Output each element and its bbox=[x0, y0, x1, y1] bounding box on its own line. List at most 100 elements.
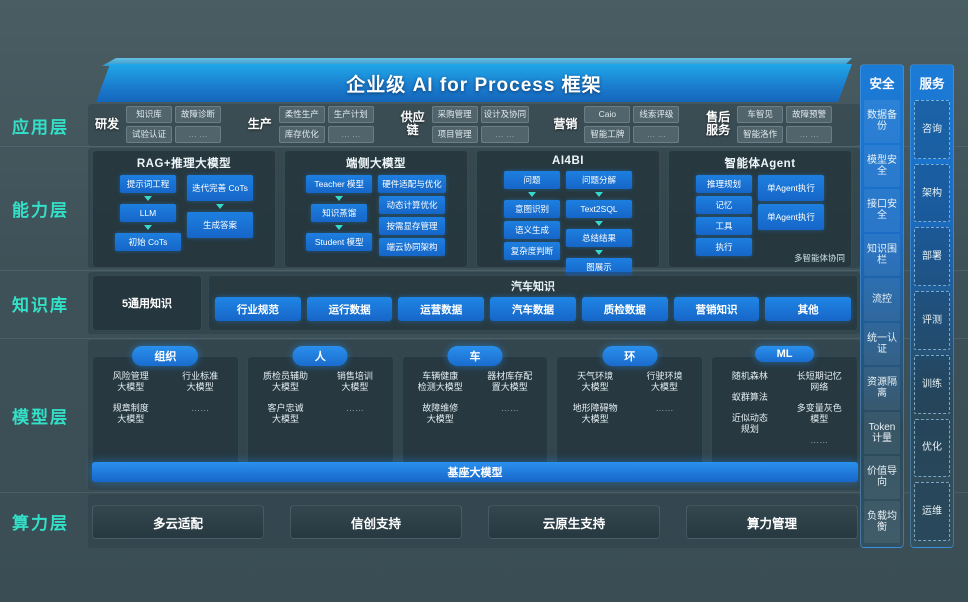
application-tile[interactable]: 智能洛作 bbox=[737, 125, 784, 143]
capability-column-right[interactable]: 硬件适配与优化 动态计算优化 按需显存管理 端云协同架构 bbox=[378, 175, 446, 256]
arrow-down-icon[interactable] bbox=[595, 221, 603, 226]
application-group[interactable]: 生产 柔性生产 库存优化 生产计划 … … bbox=[245, 105, 394, 143]
capability-node[interactable]: 记忆 bbox=[696, 196, 752, 214]
model-item[interactable]: 客户忠诚 大模型 bbox=[267, 403, 304, 424]
arrow-down-icon[interactable] bbox=[595, 250, 603, 255]
knowledge-chip[interactable]: 运行数据 bbox=[306, 297, 393, 321]
service-rail-item[interactable]: 运维 bbox=[914, 482, 950, 542]
application-tile[interactable]: 库存优化 bbox=[278, 125, 325, 143]
capability-node[interactable]: Student 模型 bbox=[306, 233, 373, 251]
service-rail-item[interactable]: 部署 bbox=[914, 227, 950, 287]
model-card-column[interactable]: 行业标准 大模型 …… bbox=[168, 371, 231, 461]
application-tile[interactable]: 柔性生产 bbox=[278, 105, 325, 123]
application-tile-column[interactable]: 采购管理 项目管理 bbox=[431, 105, 478, 143]
capability-node[interactable]: Text2SQL bbox=[566, 200, 632, 218]
security-rail-item[interactable]: 接口安全 bbox=[864, 189, 900, 232]
capability-node[interactable]: 初始 CoTs bbox=[115, 233, 181, 251]
application-group-title[interactable]: 营销 bbox=[553, 116, 578, 131]
capability-card[interactable]: AI4BI 问题 意图识别 语义生成 复杂度判断 问题分解 Text2SQL 总结结果 图展示 bbox=[476, 150, 660, 276]
capability-card-title[interactable]: 端侧大模型 bbox=[346, 158, 406, 170]
knowledge-chip[interactable]: 运营数据 bbox=[398, 297, 485, 321]
capability-column-left[interactable]: Teacher 模型 知识蒸馏 Student 模型 bbox=[306, 175, 373, 256]
service-rail-item[interactable]: 优化 bbox=[914, 418, 950, 478]
application-group[interactable]: 研发 知识库 试验认证 故障诊断 … … bbox=[92, 105, 241, 143]
capability-node[interactable]: 语义生成 bbox=[504, 221, 560, 239]
application-group-title[interactable]: 售后服务 bbox=[706, 110, 731, 137]
model-item[interactable]: …… bbox=[191, 403, 210, 413]
security-rail-item[interactable]: 流控 bbox=[864, 278, 900, 321]
model-card-column[interactable]: 质检员辅助 大模型 客户忠诚 大模型 bbox=[254, 371, 317, 461]
model-card-pill[interactable]: 人 bbox=[292, 346, 348, 366]
application-tile-column[interactable]: 车智见 智能洛作 bbox=[737, 105, 784, 143]
capability-card[interactable]: RAG+推理大模型 提示词工程 LLM 初始 CoTs 迭代完善 CoTs 生成答案 bbox=[92, 150, 276, 268]
application-group[interactable]: 售后服务 车智见 智能洛作 故障预警 … … bbox=[703, 105, 852, 143]
capability-node[interactable]: 单Agent执行 bbox=[758, 175, 824, 201]
model-card-column[interactable]: 长短期记忆 网络 多变量灰色 模型 …… bbox=[788, 371, 851, 461]
model-card-pill[interactable]: 环 bbox=[602, 346, 658, 366]
application-tiles[interactable]: 柔性生产库存优化 生产计划 … … bbox=[278, 105, 374, 143]
model-card-column[interactable]: 车辆健康 检测大模型 故障维修 大模型 bbox=[409, 371, 472, 461]
capability-node[interactable]: 动态计算优化 bbox=[378, 196, 445, 214]
application-group[interactable]: 营销 Caio 智能工牌 线索评级 … … bbox=[550, 105, 699, 143]
application-tile[interactable]: 线索评级 bbox=[633, 105, 680, 123]
capability-node[interactable]: 推理规划 bbox=[696, 175, 752, 193]
model-card-pill[interactable]: ML bbox=[754, 346, 815, 362]
capability-node[interactable]: 工具 bbox=[696, 217, 752, 235]
model-item[interactable]: 质检员辅助 大模型 bbox=[262, 371, 308, 392]
model-item[interactable]: 近似动态 规划 bbox=[731, 413, 768, 434]
model-card-pill[interactable]: 组织 bbox=[132, 346, 199, 366]
model-item[interactable]: 器材库存配 置大模型 bbox=[487, 371, 533, 392]
application-tile[interactable]: … … bbox=[327, 125, 374, 143]
capability-node[interactable]: 执行 bbox=[696, 238, 752, 256]
application-tile-column[interactable]: 知识库 试验认证 bbox=[126, 105, 172, 143]
security-rail-item[interactable]: 价值导向 bbox=[864, 456, 900, 499]
arrow-down-icon[interactable] bbox=[144, 196, 152, 201]
application-tile[interactable]: 项目管理 bbox=[431, 125, 478, 143]
application-tile[interactable]: 生产计划 bbox=[327, 105, 374, 123]
security-rail-item[interactable]: 资源隔离 bbox=[864, 367, 900, 410]
capability-node[interactable]: Teacher 模型 bbox=[306, 175, 373, 193]
model-item[interactable]: …… bbox=[345, 403, 364, 413]
capability-card[interactable]: 端侧大模型 Teacher 模型 知识蒸馏 Student 模型 硬件适配与优化 动态计算… bbox=[284, 150, 468, 268]
model-item[interactable]: 天气环境 大模型 bbox=[577, 371, 614, 392]
model-card-column[interactable]: 天气环境 大模型 地形障碍物 大模型 bbox=[563, 371, 626, 461]
application-tile[interactable]: 故障预警 bbox=[786, 105, 833, 123]
application-tile-column[interactable]: 线索评级 … … bbox=[633, 105, 680, 143]
application-tile[interactable]: Caio bbox=[584, 105, 631, 123]
security-rail-item[interactable]: 统一认证 bbox=[864, 322, 900, 365]
model-card[interactable]: 人质检员辅助 大模型 客户忠诚 大模型 销售培训 大模型…… bbox=[246, 346, 394, 468]
capability-node[interactable]: 总结结果 bbox=[566, 229, 632, 247]
model-card-column[interactable]: 风险管理 大模型 规章制度 大模型 bbox=[99, 371, 162, 461]
model-card-column[interactable]: 随机森林 蚁群算法 近似动态 规划 bbox=[718, 371, 781, 461]
capability-node[interactable]: 单Agent执行 bbox=[758, 204, 824, 230]
compute-button[interactable]: 云原生支持 bbox=[488, 505, 660, 539]
application-tile[interactable]: 知识库 bbox=[126, 105, 172, 123]
capability-card-body[interactable]: 推理规划 记忆 工具 执行 单Agent执行 单Agent执行 bbox=[673, 175, 847, 256]
application-tile[interactable]: … … bbox=[480, 125, 530, 143]
application-tiles[interactable]: Caio 智能工牌 线索评级 … … bbox=[584, 105, 680, 143]
capability-card-title[interactable]: RAG+推理大模型 bbox=[136, 158, 232, 170]
capability-node[interactable]: LLM bbox=[120, 204, 176, 222]
application-tile[interactable]: 故障诊断 bbox=[175, 105, 221, 123]
model-card-column[interactable]: 行驶环境 大模型 …… bbox=[633, 371, 696, 461]
application-group[interactable]: 供应链 采购管理 项目管理 设计及协同 … … bbox=[398, 105, 547, 143]
capability-node[interactable]: 生成答案 bbox=[187, 212, 253, 238]
capability-node[interactable]: 问题 bbox=[504, 171, 560, 189]
capability-node[interactable]: 问题分解 bbox=[566, 171, 632, 189]
capability-column-right[interactable]: 迭代完善 CoTs 生成答案 bbox=[187, 175, 253, 251]
model-item[interactable]: 蚁群算法 bbox=[731, 392, 768, 402]
capability-node[interactable]: 复杂度判断 bbox=[504, 242, 560, 260]
service-rail-item[interactable]: 架构 bbox=[914, 163, 950, 223]
model-item[interactable]: 故障维修 大模型 bbox=[422, 403, 459, 424]
arrow-down-icon[interactable] bbox=[216, 204, 224, 209]
application-tile[interactable]: 采购管理 bbox=[431, 105, 478, 123]
arrow-down-icon[interactable] bbox=[144, 225, 152, 230]
model-item[interactable]: 多变量灰色 模型 bbox=[796, 403, 842, 424]
capability-node[interactable]: 知识蒸馏 bbox=[311, 204, 368, 222]
application-tile[interactable]: 车智见 bbox=[737, 105, 784, 123]
capability-node[interactable]: 硬件适配与优化 bbox=[378, 175, 446, 193]
capability-column-left[interactable]: 提示词工程 LLM 初始 CoTs bbox=[115, 175, 181, 251]
model-card[interactable]: 组织风险管理 大模型 规章制度 大模型 行业标准 大模型…… bbox=[92, 346, 239, 468]
capability-column-left[interactable]: 推理规划记忆工具执行 bbox=[696, 175, 752, 256]
model-card-column[interactable]: 器材库存配 置大模型 …… bbox=[478, 371, 541, 461]
